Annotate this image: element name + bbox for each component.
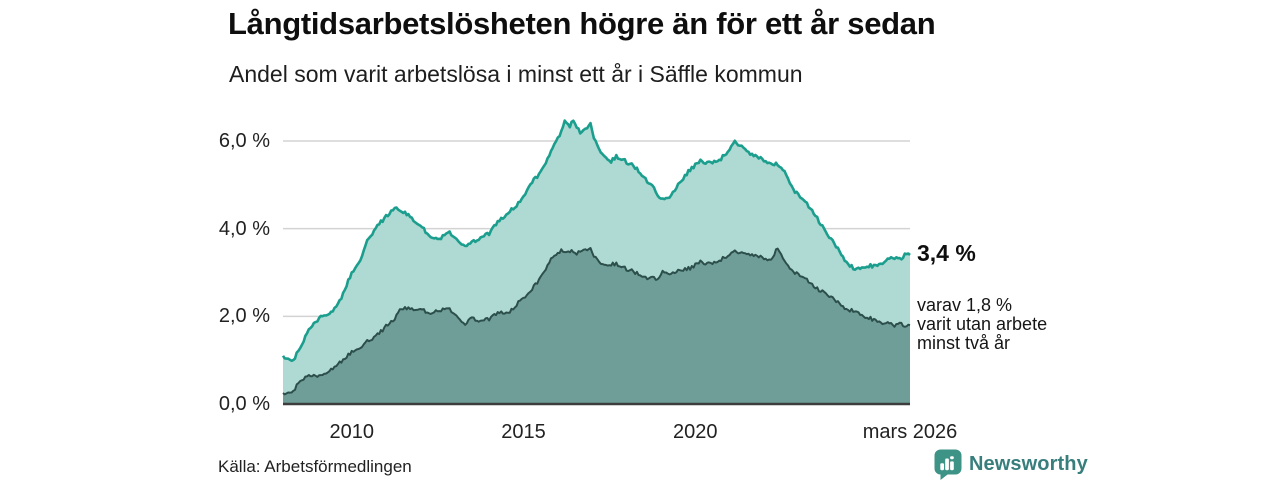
x-tick-label: 2010 <box>329 421 374 443</box>
x-tick-label: mars 2026 <box>862 421 958 443</box>
newsworthy-logo-icon <box>934 449 962 480</box>
chart-subtitle: Andel som varit arbetslösa i minst ett å… <box>229 61 803 87</box>
newsworthy-logo: Newsworthy <box>934 449 1088 480</box>
x-tick-label: 2020 <box>673 421 718 443</box>
y-tick-label: 6,0 % <box>218 130 270 153</box>
plot-svg <box>281 119 911 406</box>
newsworthy-wordmark: Newsworthy <box>969 453 1088 475</box>
y-tick-label: 2,0 % <box>218 305 270 328</box>
source-label: Källa: Arbetsförmedlingen <box>218 457 412 476</box>
chart-title: Långtidsarbetslösheten högre än för ett … <box>228 6 936 41</box>
y-tick-label: 4,0 % <box>218 217 270 240</box>
endpoint-value-label: 3,4 % <box>917 240 976 266</box>
y-tick-label: 0,0 % <box>218 393 270 415</box>
x-tick-label: 2015 <box>501 421 546 443</box>
endpoint-subset-label: varav 1,8 % varit utan arbete minst två … <box>917 295 1048 353</box>
